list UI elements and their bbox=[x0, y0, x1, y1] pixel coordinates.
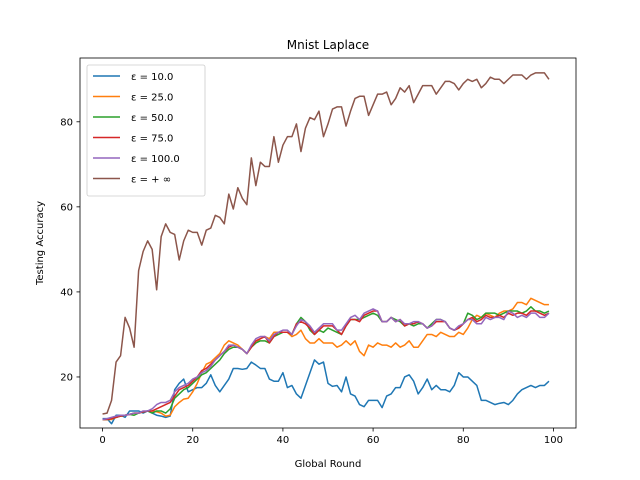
x-axis-label: Global Round bbox=[295, 459, 362, 470]
legend-label-1: ε = 10.0 bbox=[131, 72, 173, 83]
series-line-6 bbox=[102, 72, 550, 415]
x-tick-label: 60 bbox=[367, 435, 380, 446]
chart-title: Mnist Laplace bbox=[287, 38, 369, 52]
x-tick-label: 20 bbox=[186, 435, 199, 446]
y-tick-label: 80 bbox=[60, 117, 73, 128]
legend: ε = 10.0 ε = 25.0 ε = 50.0 ε = 75.0 ε = 100.… bbox=[86, 64, 206, 197]
plot-area bbox=[79, 57, 577, 429]
y-axis-label: Testing Accuracy bbox=[35, 201, 46, 286]
y-tick-label: 40 bbox=[60, 287, 73, 298]
legend-label-4: ε = 75.0 bbox=[131, 134, 173, 145]
x-tick-label: 40 bbox=[277, 435, 290, 446]
series-line-4 bbox=[102, 310, 550, 421]
legend-box bbox=[86, 64, 206, 197]
legend-label-3: ε = 50.0 bbox=[131, 113, 173, 124]
x-axis: 0 20 40 60 80 100 bbox=[99, 428, 563, 446]
x-tick-label: 100 bbox=[544, 435, 563, 446]
series-line-5 bbox=[102, 308, 550, 421]
y-axis: 20 40 60 80 bbox=[60, 117, 80, 383]
legend-label-6: ε = + ∞ bbox=[131, 175, 171, 186]
y-tick-label: 60 bbox=[60, 202, 73, 213]
series-line-1 bbox=[102, 359, 550, 425]
plot-frame bbox=[79, 57, 577, 429]
y-tick-label: 20 bbox=[60, 372, 73, 383]
x-tick-label: 80 bbox=[457, 435, 470, 446]
legend-label-5: ε = 100.0 bbox=[131, 154, 180, 165]
legend-label-2: ε = 25.0 bbox=[131, 93, 173, 104]
x-tick-label: 0 bbox=[99, 435, 105, 446]
series-line-3 bbox=[102, 306, 550, 421]
